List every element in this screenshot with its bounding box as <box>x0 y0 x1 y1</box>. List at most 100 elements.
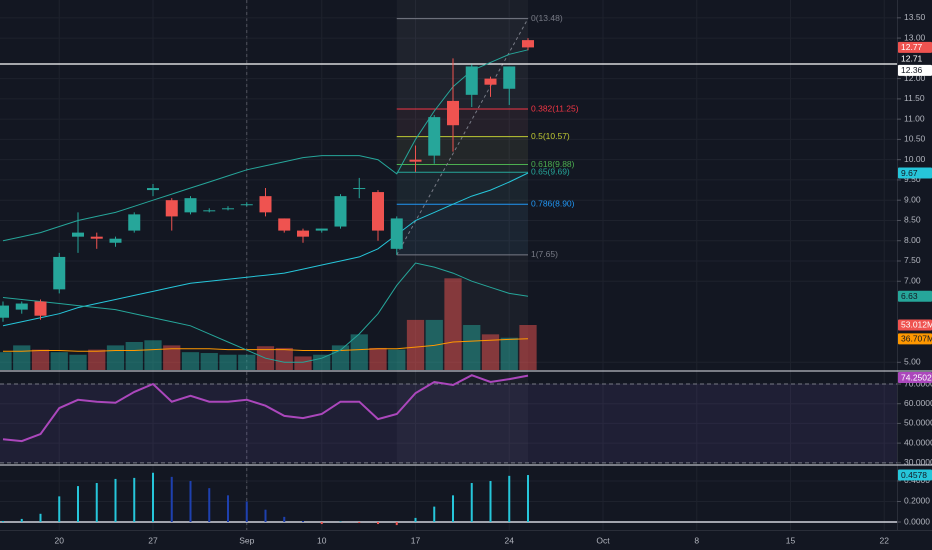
fib-label: 0.786(8.90) <box>531 198 575 208</box>
price-tag: 74.2502 <box>898 372 932 383</box>
fib-zone <box>396 204 528 255</box>
price-tag-box <box>898 372 932 383</box>
histogram-bar <box>433 506 436 522</box>
volume-bar <box>13 345 31 370</box>
candle-body <box>447 100 459 126</box>
volume-bar <box>406 319 425 370</box>
y-tick-label: 70.0000 <box>904 378 932 388</box>
candle-body <box>240 204 253 206</box>
candle-body <box>315 228 328 231</box>
candle-body <box>34 301 47 316</box>
x-tick-label: 8 <box>694 535 699 545</box>
candle-body <box>278 218 291 231</box>
price-tag: 36.707M <box>898 333 932 345</box>
volume-bar <box>388 349 406 370</box>
band-line <box>2 49 529 242</box>
y-tick-label: 7.50 <box>904 255 921 265</box>
histogram-bar <box>283 516 286 522</box>
rsi-band <box>0 384 897 463</box>
band-line <box>2 172 529 327</box>
grid <box>0 0 897 530</box>
histogram-bar <box>414 517 417 522</box>
x-tick-label: 15 <box>786 535 796 545</box>
price-tag-label: 9.67 <box>901 168 918 178</box>
y-tick-label: 60.0000 <box>904 398 932 408</box>
histogram-bar <box>452 495 454 522</box>
y-tick-label: 9.00 <box>904 194 921 204</box>
volume-bar <box>369 347 387 370</box>
fib-zone <box>396 164 528 173</box>
candle-body <box>503 66 516 89</box>
x-tick-label: 20 <box>55 535 65 545</box>
y-tick-label: 5.00 <box>904 357 921 367</box>
price-tag: 0.4578 <box>898 469 932 481</box>
volume-bar <box>275 347 293 370</box>
candle-body <box>109 238 122 243</box>
price-tag-label: 53.012M <box>901 320 932 330</box>
price-tag: 12.71 <box>898 53 932 65</box>
histogram-bar <box>152 472 154 522</box>
fib-label: 0.382(11.25) <box>531 103 579 113</box>
histogram-bar <box>39 513 42 522</box>
rsi-line <box>2 374 529 443</box>
x-tick-label: 24 <box>505 535 515 545</box>
candle-body <box>353 188 366 190</box>
price-tag-box <box>898 290 932 302</box>
volume-bar <box>144 340 162 370</box>
x-tick-label: Sep <box>239 535 254 545</box>
x-tick-label: Oct <box>596 535 610 545</box>
candle-body <box>522 40 534 48</box>
y-tick-label: 0.2000 <box>904 496 930 506</box>
histogram-bar <box>395 522 398 526</box>
volume-bar <box>481 334 500 370</box>
histogram-bar <box>320 522 323 525</box>
candle-body <box>409 159 422 162</box>
volume-bar <box>50 352 68 370</box>
price-tag-label: 12.77 <box>901 42 923 52</box>
candle-body <box>72 232 84 237</box>
candle-body <box>53 256 66 290</box>
histogram-bar <box>508 475 511 522</box>
y-tick-label: 11.00 <box>904 113 925 123</box>
x-tick-label: 10 <box>317 535 327 545</box>
histogram-bar <box>377 522 379 525</box>
volume-bar <box>69 354 87 370</box>
x-tick-label: 22 <box>880 535 890 545</box>
histogram-bar <box>58 496 61 522</box>
price-tag-label: 74.2502 <box>901 372 932 382</box>
histogram-bar <box>77 486 79 522</box>
candle-body <box>184 198 197 213</box>
y-tick-label: 12.00 <box>904 73 926 83</box>
volume-bar <box>125 341 143 370</box>
price-plot: 0(13.48) 0.382(11.25) 0.5(10.57) 0.618(9.88… <box>0 13 897 370</box>
candle-body <box>203 210 216 212</box>
price-tag-label: 36.707M <box>901 334 932 344</box>
price-tag-label: 12.71 <box>901 54 923 64</box>
price-tag: 53.012M <box>898 319 932 331</box>
histogram-bar <box>95 483 98 522</box>
fib-label: 0.5(10.57) <box>531 131 570 141</box>
histogram-bar <box>189 480 192 522</box>
fib-zone <box>396 172 528 205</box>
price-tag-label: 0.4578 <box>901 470 927 480</box>
volume-bar <box>350 334 368 370</box>
candle-body <box>428 117 441 156</box>
histogram-bar <box>302 520 304 522</box>
volume-bar <box>463 325 481 370</box>
volume-bar <box>219 354 237 370</box>
fib-label: 0.65(9.69) <box>531 166 570 176</box>
volume-bar <box>331 345 350 370</box>
histogram-bar <box>208 488 211 522</box>
candle-body <box>90 236 103 239</box>
candle-body <box>390 218 403 249</box>
volume-bar <box>294 356 312 370</box>
histogram-bar <box>245 501 248 522</box>
volume-bar <box>163 345 181 370</box>
histogram-bar <box>470 483 473 522</box>
candle-body <box>165 200 178 217</box>
y-tick-label: 0.0000 <box>904 516 930 526</box>
histogram-bar <box>227 495 229 522</box>
price-tag: 6.63 <box>898 290 932 302</box>
fib-label: 0(13.48) <box>531 13 563 23</box>
